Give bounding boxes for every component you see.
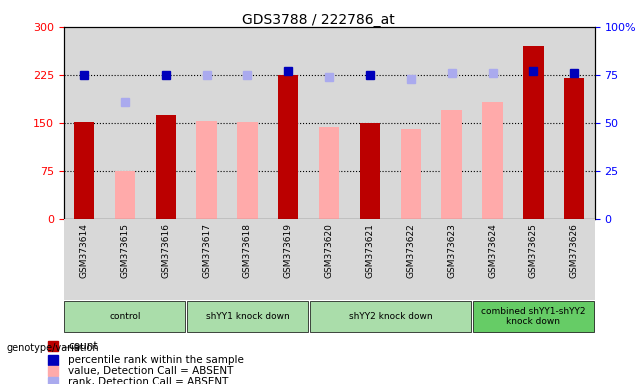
Bar	[64, 301, 185, 332]
Bar	[401, 129, 421, 219]
Text: control: control	[109, 312, 141, 321]
Bar	[360, 123, 380, 219]
Text: GSM373618: GSM373618	[243, 223, 252, 278]
Text: GSM373616: GSM373616	[162, 223, 170, 278]
Text: GDS3788 / 222786_at: GDS3788 / 222786_at	[242, 13, 394, 27]
Text: percentile rank within the sample: percentile rank within the sample	[68, 355, 244, 365]
Bar	[114, 171, 135, 219]
Bar	[74, 122, 94, 219]
Bar	[319, 127, 340, 219]
Text: GSM373614: GSM373614	[80, 223, 88, 278]
Text: genotype/variation: genotype/variation	[6, 343, 99, 353]
Bar	[64, 219, 595, 300]
Bar	[278, 75, 298, 219]
Text: GSM373625: GSM373625	[529, 223, 538, 278]
Text: GSM373617: GSM373617	[202, 223, 211, 278]
Bar	[237, 122, 258, 219]
Bar	[197, 121, 217, 219]
Bar	[523, 46, 544, 219]
Text: GSM373626: GSM373626	[570, 223, 579, 278]
Bar	[187, 301, 308, 332]
Text: GSM373624: GSM373624	[488, 223, 497, 278]
Text: shYY1 knock down: shYY1 knock down	[205, 312, 289, 321]
Bar	[310, 301, 471, 332]
Text: GSM373619: GSM373619	[284, 223, 293, 278]
Text: GSM373615: GSM373615	[120, 223, 129, 278]
Bar	[156, 115, 176, 219]
Text: combined shYY1-shYY2
knock down: combined shYY1-shYY2 knock down	[481, 307, 586, 326]
Text: value, Detection Call = ABSENT: value, Detection Call = ABSENT	[68, 366, 233, 376]
Bar	[473, 301, 594, 332]
Text: count: count	[68, 341, 97, 351]
Text: GSM373622: GSM373622	[406, 223, 415, 278]
Text: GSM373623: GSM373623	[447, 223, 456, 278]
Text: GSM373621: GSM373621	[366, 223, 375, 278]
Text: GSM373620: GSM373620	[324, 223, 334, 278]
Text: shYY2 knock down: shYY2 knock down	[349, 312, 432, 321]
Bar	[482, 103, 502, 219]
Text: rank, Detection Call = ABSENT: rank, Detection Call = ABSENT	[68, 377, 228, 384]
Bar	[441, 110, 462, 219]
Bar	[564, 78, 584, 219]
